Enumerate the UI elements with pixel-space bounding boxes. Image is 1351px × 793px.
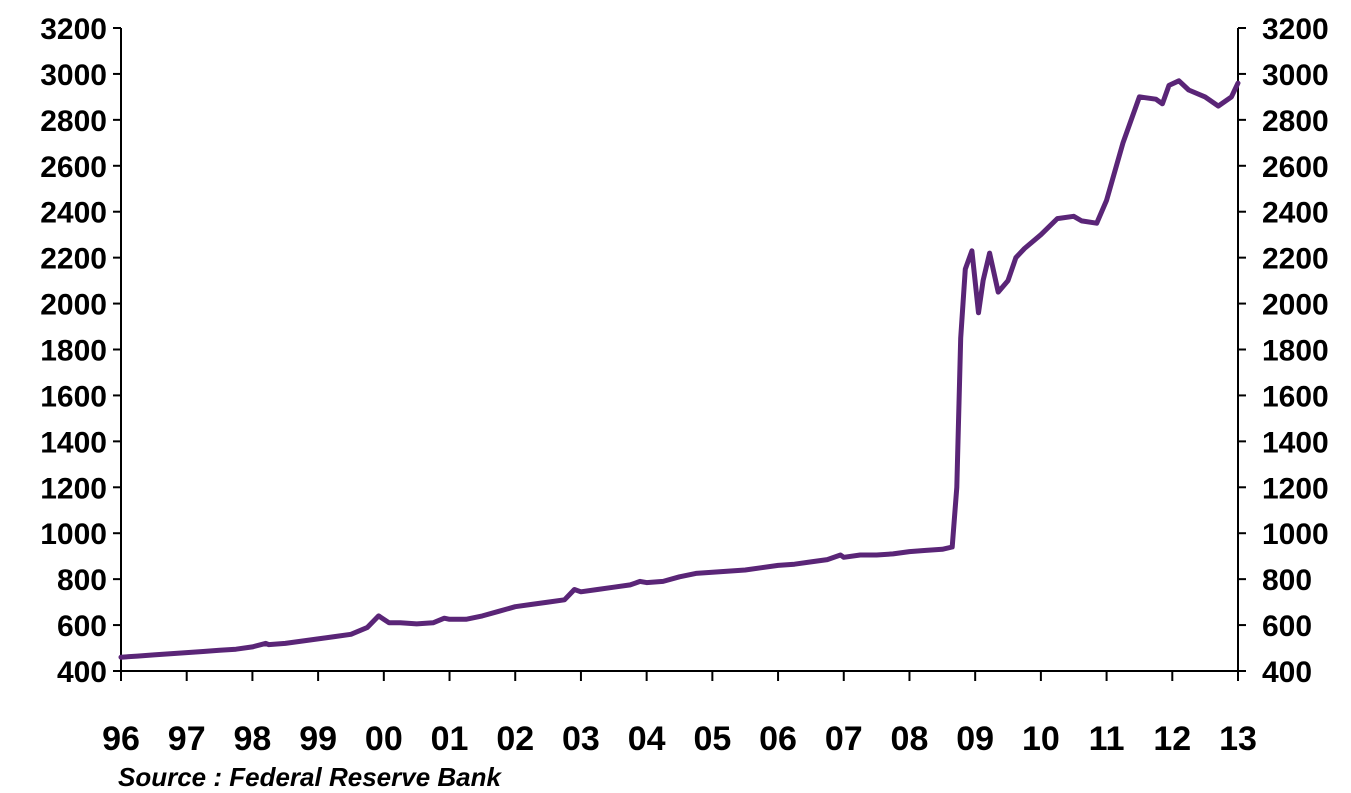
right-y-tick-label: 1600 xyxy=(1262,380,1329,413)
x-ticks: 96 97 98 99 00 01 02 03 04 05 06 07 08 09 10 11 12 13 xyxy=(102,671,1257,758)
left-y-tick-label: 800 xyxy=(57,564,107,597)
right-y-tick-label: 2800 xyxy=(1262,105,1329,138)
left-y-tick-label: 2000 xyxy=(40,289,107,322)
right-y-tick-label: 3200 xyxy=(1262,13,1329,46)
right-y-tick-label: 600 xyxy=(1262,610,1312,643)
x-tick-label: 10 xyxy=(1022,720,1060,758)
right-y-tick-label: 1200 xyxy=(1262,472,1329,505)
x-tick-label: 12 xyxy=(1153,720,1191,758)
left-y-tick-label: 2400 xyxy=(40,197,107,230)
x-tick-label: 04 xyxy=(628,720,666,758)
series-group xyxy=(118,78,1241,660)
series-line xyxy=(118,78,1241,660)
left-y-tick-label: 2600 xyxy=(40,151,107,184)
right-y-tick-label: 1800 xyxy=(1262,335,1329,368)
left-y-tick-label: 2800 xyxy=(40,105,107,138)
right-y-ticks: 400 600 800 1000 1200 1400 1600 1800 2000 2200 240… xyxy=(1238,13,1329,689)
right-y-tick-label: 1400 xyxy=(1262,426,1329,459)
x-tick-label: 08 xyxy=(891,720,929,758)
left-y-tick-label: 3200 xyxy=(40,13,107,46)
left-y-tick-label: 1200 xyxy=(40,472,107,505)
left-y-tick-label: 3000 xyxy=(40,59,107,92)
x-tick-label: 00 xyxy=(365,720,403,758)
x-tick-label: 97 xyxy=(168,720,206,758)
x-tick-label: 05 xyxy=(693,720,731,758)
x-tick-label: 06 xyxy=(759,720,797,758)
right-y-tick-label: 800 xyxy=(1262,564,1312,597)
right-y-tick-label: 2200 xyxy=(1262,243,1329,276)
right-y-tick-label: 3000 xyxy=(1262,59,1329,92)
right-y-tick-label: 1000 xyxy=(1262,518,1329,551)
x-tick-label: 13 xyxy=(1219,720,1257,758)
source-note: Source : Federal Reserve Bank xyxy=(118,762,502,792)
x-tick-label: 11 xyxy=(1089,720,1125,758)
right-y-tick-label: 2600 xyxy=(1262,151,1329,184)
x-tick-label: 99 xyxy=(299,720,337,758)
left-y-tick-label: 400 xyxy=(57,656,107,689)
left-y-tick-label: 2200 xyxy=(40,243,107,276)
x-tick-label: 98 xyxy=(233,720,271,758)
x-tick-label: 01 xyxy=(431,720,469,758)
left-y-tick-label: 1800 xyxy=(40,335,107,368)
right-y-tick-label: 400 xyxy=(1262,656,1312,689)
x-tick-label: 03 xyxy=(562,720,600,758)
x-tick-label: 07 xyxy=(825,720,863,758)
x-tick-label: 96 xyxy=(102,720,140,758)
left-y-tick-label: 1400 xyxy=(40,426,107,459)
left-y-tick-label: 600 xyxy=(57,610,107,643)
x-tick-label: 02 xyxy=(496,720,534,758)
x-tick-label: 09 xyxy=(956,720,994,758)
left-y-tick-label: 1600 xyxy=(40,380,107,413)
left-y-ticks: 400 600 800 1000 1200 1400 1600 1800 2000 2200 240… xyxy=(40,13,121,689)
right-y-tick-label: 2000 xyxy=(1262,289,1329,322)
left-y-tick-label: 1000 xyxy=(40,518,107,551)
right-y-tick-label: 2400 xyxy=(1262,197,1329,230)
